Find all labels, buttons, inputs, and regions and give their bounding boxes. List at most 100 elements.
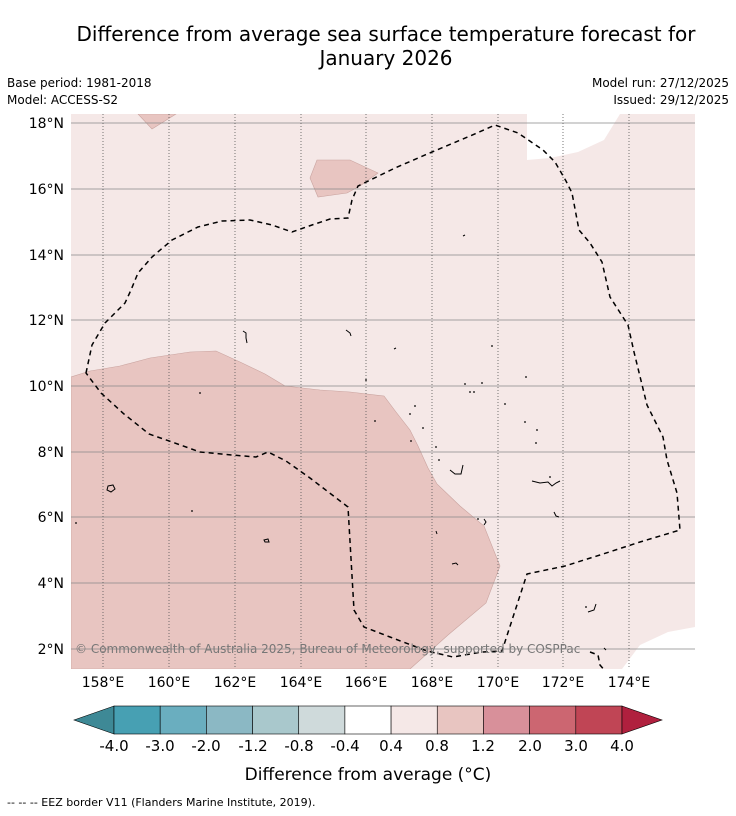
islet xyxy=(374,420,376,422)
islet xyxy=(549,476,551,478)
lat-label-8n: 8°N xyxy=(38,445,64,461)
lon-label-164e: 164°E xyxy=(280,675,323,691)
islets xyxy=(75,345,587,608)
colorbar-tick: 3.0 xyxy=(564,737,588,755)
title-line-2: January 2026 xyxy=(319,46,453,70)
lat-label-12n: 12°N xyxy=(29,313,64,329)
lon-label-174e: 174°E xyxy=(608,675,651,691)
colorbar-tick: -4.0 xyxy=(99,737,128,755)
eez-legend-note: -- -- -- EEZ border V11 (Flanders Marine… xyxy=(7,796,316,809)
copyright-text: © Commonwealth of Australia 2025, Bureau… xyxy=(75,642,580,656)
colorbar-tick: 4.0 xyxy=(610,737,634,755)
colorbar-tick: -0.4 xyxy=(330,737,359,755)
island xyxy=(483,518,487,526)
lat-label-4n: 4°N xyxy=(38,576,64,592)
lat-label-2n: 2°N xyxy=(38,642,64,658)
islet xyxy=(469,391,471,393)
colorbar-label: Difference from average (°C) xyxy=(245,765,492,785)
islet xyxy=(414,405,416,407)
anomaly-patch-north xyxy=(309,159,379,198)
colorbar-segment xyxy=(344,705,392,735)
model-run: Model run: 27/12/2025 xyxy=(591,76,729,90)
island xyxy=(106,484,116,493)
colorbar-segment xyxy=(113,705,161,735)
colorbar-extend-high xyxy=(621,705,663,735)
map-title: Difference from average sea surface temp… xyxy=(0,22,736,70)
colorbar-segment xyxy=(575,705,623,735)
colorbar-segment xyxy=(390,705,438,735)
island xyxy=(603,647,607,651)
islet xyxy=(75,522,77,524)
lat-label-18n: 18°N xyxy=(29,116,64,132)
colorbar-tick: 1.2 xyxy=(471,737,495,755)
colorbar-tick: 0.4 xyxy=(379,737,403,755)
model-name: Model: ACCESS-S2 xyxy=(7,93,119,107)
lat-axis: 18°N 16°N 14°N 12°N 10°N 8°N 6°N 4°N 2°N xyxy=(29,116,64,658)
anomaly-patch-corner xyxy=(137,114,177,130)
island xyxy=(393,347,397,350)
lon-label-160e: 160°E xyxy=(148,675,191,691)
colorbar-segment xyxy=(206,705,253,735)
anomaly-field-warm-west xyxy=(71,350,501,669)
islet xyxy=(524,421,526,423)
island xyxy=(462,234,466,237)
lon-label-170e: 170°E xyxy=(477,675,520,691)
island xyxy=(263,538,270,543)
meta-right: Model run: 27/12/2025 Issued: 29/12/2025 xyxy=(592,75,729,109)
islet xyxy=(481,382,483,384)
colorbar-tick: 2.0 xyxy=(518,737,542,755)
meta-left: Base period: 1981-2018 Model: ACCESS-S2 xyxy=(7,75,152,109)
islet xyxy=(438,459,440,461)
lon-label-172e: 172°E xyxy=(542,675,585,691)
colorbar-segment xyxy=(159,705,207,735)
islet xyxy=(409,413,411,415)
lat-label-14n: 14°N xyxy=(29,248,64,264)
islet xyxy=(199,392,201,394)
lon-axis: 158°E 160°E 162°E 164°E 166°E 168°E 170°… xyxy=(82,675,651,691)
islet xyxy=(410,440,412,442)
islet xyxy=(473,391,475,393)
colorbar-tick: -1.2 xyxy=(238,737,267,755)
colorbar-tick: -0.8 xyxy=(284,737,313,755)
colorbar: -4.0 -3.0 -2.0 -1.2 -0.8 -0.4 0.4 0.8 1.… xyxy=(73,705,663,785)
anomaly-field-neutral-bottom xyxy=(622,627,695,669)
islet xyxy=(491,345,493,347)
colorbar-segment xyxy=(529,705,577,735)
eez-border xyxy=(85,124,681,658)
colorbar-segments xyxy=(113,705,623,735)
colorbar-tick: -2.0 xyxy=(191,737,220,755)
islet xyxy=(435,446,437,448)
island xyxy=(553,511,560,518)
colorbar-segment xyxy=(252,705,300,735)
colorbar-segment xyxy=(436,705,484,735)
lon-label-158e: 158°E xyxy=(82,675,125,691)
colorbar-tick: 0.8 xyxy=(425,737,449,755)
islet xyxy=(464,383,466,385)
issued-date: Issued: 29/12/2025 xyxy=(613,93,729,107)
island xyxy=(435,530,438,535)
lat-label-6n: 6°N xyxy=(38,510,64,526)
islet xyxy=(525,376,527,378)
islet xyxy=(365,379,367,381)
base-period: Base period: 1981-2018 xyxy=(7,76,152,90)
lat-gridlines xyxy=(71,122,695,650)
islands xyxy=(106,234,607,651)
island xyxy=(451,562,459,566)
island xyxy=(449,464,464,475)
colorbar-ticks: -4.0 -3.0 -2.0 -1.2 -0.8 -0.4 0.4 0.8 1.… xyxy=(99,737,634,755)
map-area: © Commonwealth of Australia 2025, Bureau… xyxy=(71,114,695,669)
lon-label-162e: 162°E xyxy=(214,675,257,691)
lat-label-10n: 10°N xyxy=(29,379,64,395)
island xyxy=(531,480,561,487)
island xyxy=(242,330,248,344)
lon-label-168e: 168°E xyxy=(411,675,454,691)
lat-label-16n: 16°N xyxy=(29,182,64,198)
colorbar-tick: -3.0 xyxy=(145,737,174,755)
eez-border-fragment xyxy=(589,651,605,669)
islet xyxy=(422,427,424,429)
lon-label-166e: 166°E xyxy=(345,675,388,691)
anomaly-field-neutral-top xyxy=(527,114,620,160)
islet xyxy=(191,510,193,512)
title-line-1: Difference from average sea surface temp… xyxy=(76,22,696,46)
islet xyxy=(585,606,587,608)
